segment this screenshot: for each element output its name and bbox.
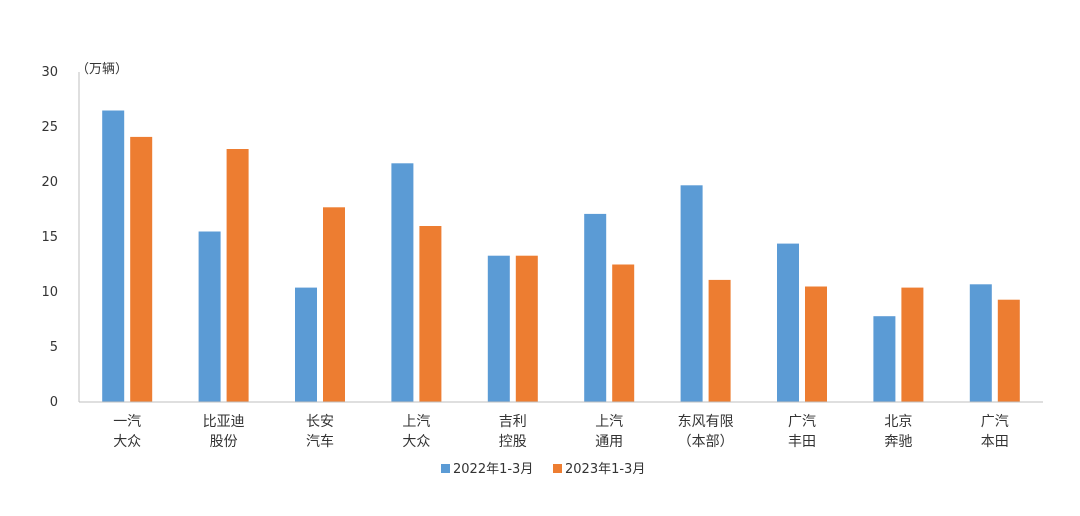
legend-swatch [553, 464, 562, 473]
bar-series-2023-cat-2 [323, 207, 345, 402]
x-category-label: 通用 [595, 434, 623, 450]
x-category-label: 北京 [884, 414, 912, 430]
x-category-label: 汽车 [306, 433, 334, 450]
bar-series-2023-cat-1 [226, 149, 249, 402]
bar-series-2023-cat-7 [805, 286, 827, 402]
x-category-label: 一汽 [113, 414, 141, 430]
bar-series-2022-cat-9 [969, 284, 992, 402]
bar-series-2023-cat-8 [901, 287, 924, 402]
bar-series-2023-cat-5 [612, 264, 635, 402]
bar-series-2022-cat-8 [873, 316, 896, 402]
x-category-label: 比亚迪 [203, 414, 245, 430]
bar-series-2023-cat-3 [419, 226, 442, 402]
bar-series-2023-cat-6 [708, 279, 731, 402]
x-category-label: 大众 [402, 434, 430, 450]
bar-series-2022-cat-3 [391, 163, 414, 402]
y-tick-label: 10 [41, 285, 58, 300]
bar-series-2023-cat-0 [130, 136, 153, 402]
legend: 2022年1-3月 2023年1-3月 [441, 462, 645, 477]
x-category-label: （本部） [678, 434, 734, 450]
x-category-label: 大众 [113, 434, 141, 450]
y-tick-label: 15 [41, 230, 58, 245]
bar-series-2022-cat-7 [777, 243, 799, 402]
bar-series-2022-cat-1 [198, 231, 221, 402]
y-tick-label: 30 [41, 65, 58, 80]
y-axis-unit-label: （万辆） [76, 62, 128, 77]
x-category-label: 股份 [210, 434, 238, 450]
y-tick-label: 0 [50, 395, 58, 410]
bar-series-2022-cat-6 [680, 185, 703, 402]
bar-series-2023-cat-4 [515, 255, 538, 402]
x-category-label: 上汽 [402, 414, 430, 430]
bars [102, 110, 1020, 402]
bar-series-2022-cat-5 [584, 213, 607, 402]
x-category-label: 奔驰 [884, 434, 912, 450]
legend-swatch [441, 464, 450, 473]
x-category-label: 上汽 [595, 414, 623, 430]
bar-series-2022-cat-2 [295, 287, 317, 402]
bar-series-2023-cat-9 [997, 299, 1020, 402]
y-tick-label: 5 [50, 340, 58, 355]
y-tick-label: 25 [41, 120, 58, 135]
bar-series-2022-cat-0 [102, 110, 125, 402]
x-category-label: 控股 [499, 434, 527, 450]
x-category-label: 吉利 [499, 414, 527, 430]
x-category-label: 长安 [306, 414, 334, 430]
x-category-label: 本田 [981, 434, 1009, 450]
x-category-label: 东风有限 [678, 414, 734, 430]
y-tick-label: 20 [41, 175, 58, 190]
x-category-label: 广汽 [788, 414, 816, 430]
x-category-label: 广汽 [981, 414, 1009, 430]
legend-label: 2023年1-3月 [565, 462, 645, 477]
bar-series-2022-cat-4 [487, 255, 510, 402]
y-axis: 0 5 10 15 20 25 30 [41, 65, 80, 410]
legend-label: 2022年1-3月 [453, 462, 533, 477]
x-category-label: 丰田 [788, 434, 816, 450]
